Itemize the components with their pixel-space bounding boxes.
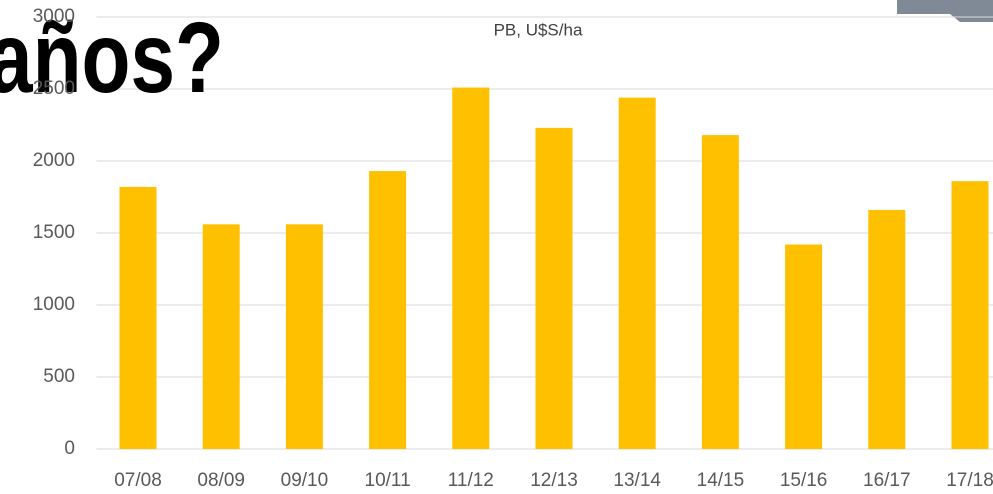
x-tick-label: 13/14	[613, 470, 661, 491]
slide-title: años?	[0, 2, 224, 114]
x-tick-label: 10/11	[365, 470, 411, 491]
bar	[951, 181, 989, 449]
x-tick-label: 14/15	[697, 470, 745, 491]
y-tick-label: 2500	[33, 78, 75, 99]
x-tick-label: 11/12	[448, 470, 494, 491]
bar	[452, 87, 490, 449]
x-tick-label: 07/08	[114, 470, 162, 491]
bar	[868, 209, 906, 449]
chart-title: PB, U$S/ha	[494, 20, 583, 39]
bar	[369, 171, 407, 449]
y-tick-label: 2000	[33, 150, 75, 171]
x-tick-label: 12/13	[530, 470, 578, 491]
x-tick-label: 16/17	[863, 470, 911, 491]
bar	[285, 224, 323, 449]
corner-icon	[897, 0, 993, 22]
y-tick-label: 0	[64, 438, 75, 459]
x-tick-label: 08/09	[197, 470, 245, 491]
bar	[618, 97, 656, 449]
x-tick-label: 09/10	[281, 470, 329, 491]
bar	[785, 244, 823, 449]
y-tick-label: 1000	[33, 294, 75, 315]
bar	[202, 224, 240, 449]
bar	[535, 127, 573, 449]
x-tick-label: 15/16	[780, 470, 828, 491]
bar	[701, 135, 739, 449]
bar	[119, 186, 157, 450]
y-tick-label: 3000	[33, 6, 75, 27]
y-tick-label: 500	[43, 366, 75, 387]
x-tick-label: 17/18	[946, 470, 993, 491]
y-tick-label: 1500	[33, 222, 75, 243]
